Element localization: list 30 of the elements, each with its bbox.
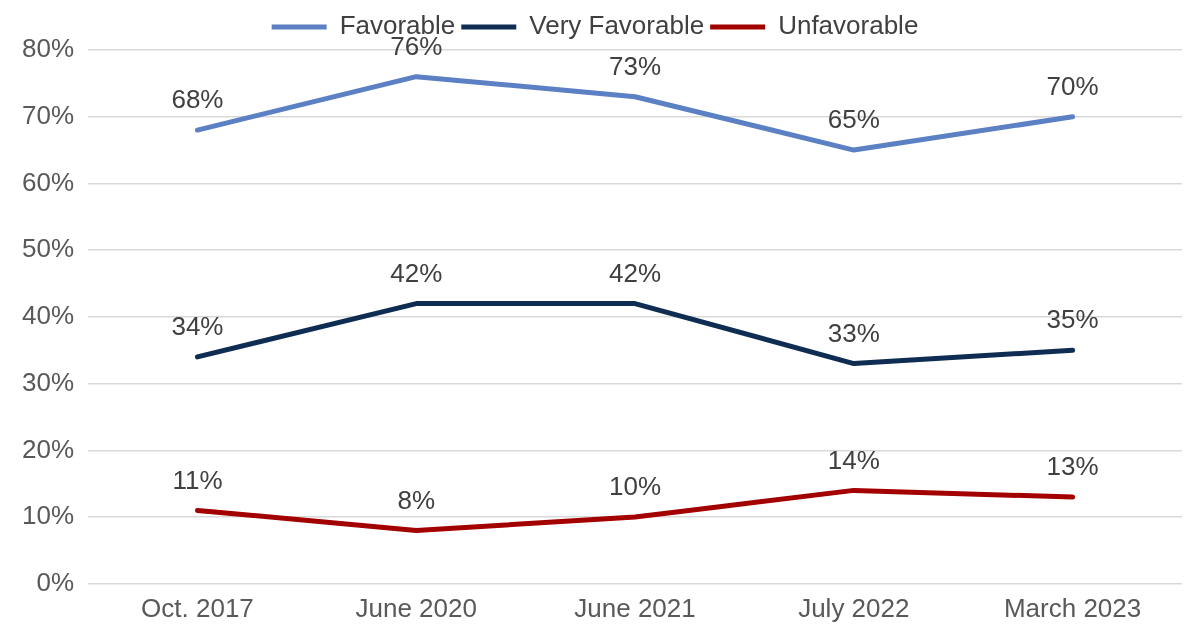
y-tick-label: 0% (36, 566, 75, 597)
data-label: 13% (1046, 451, 1099, 482)
data-label: 70% (1046, 70, 1099, 101)
data-label: 42% (609, 257, 662, 288)
y-tick-label: 80% (21, 33, 75, 64)
data-label: 8% (397, 484, 436, 515)
data-label: 73% (609, 50, 662, 81)
data-label: 10% (609, 471, 662, 502)
y-tick-label: 70% (21, 99, 75, 130)
x-tick-label: March 2023 (1003, 592, 1142, 623)
data-label: 14% (827, 444, 880, 475)
data-label: 34% (171, 311, 224, 342)
x-tick-label: June 2020 (355, 592, 477, 623)
y-tick-label: 60% (21, 166, 75, 197)
data-label: 68% (171, 84, 224, 115)
legend-label: Unfavorable (778, 10, 919, 41)
y-tick-label: 30% (21, 366, 75, 397)
x-tick-label: June 2021 (574, 592, 696, 623)
data-label: 65% (827, 104, 880, 135)
data-label: 33% (827, 317, 880, 348)
data-label: 42% (390, 257, 443, 288)
y-tick-label: 50% (21, 233, 75, 264)
x-tick-label: Oct. 2017 (141, 592, 254, 623)
legend-label: Very Favorable (529, 10, 705, 41)
data-label: 11% (172, 464, 223, 495)
data-label: 35% (1046, 304, 1099, 335)
x-tick-label: July 2022 (798, 592, 910, 623)
y-tick-label: 10% (21, 500, 75, 531)
y-tick-label: 20% (21, 433, 75, 464)
y-tick-label: 40% (21, 300, 75, 331)
